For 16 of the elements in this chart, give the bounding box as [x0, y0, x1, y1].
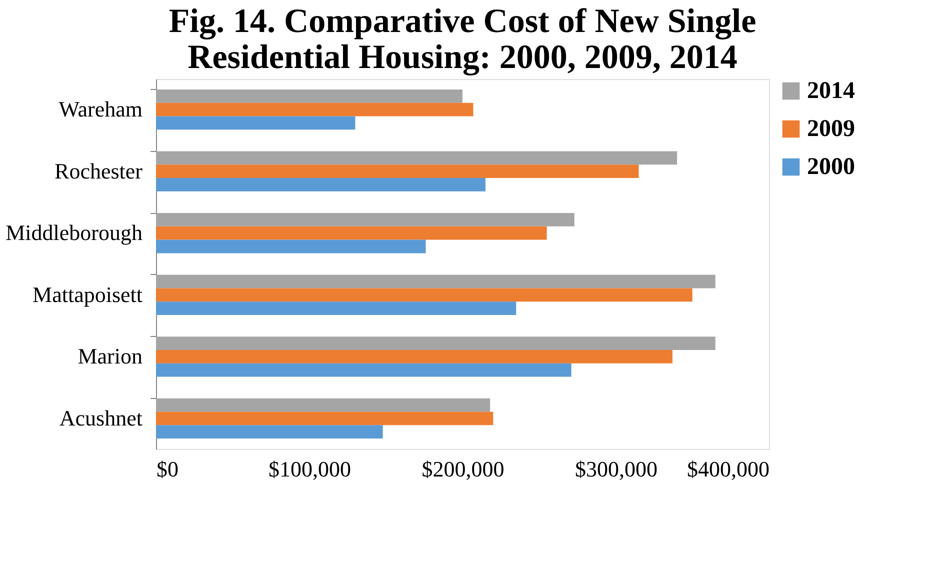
y-tick-label: Wareham	[58, 96, 142, 122]
legend-label: 2009	[807, 116, 855, 142]
y-tick-label: Rochester	[54, 158, 144, 184]
x-tick-label: $200,000	[422, 456, 504, 482]
y-tick-label: Middleborough	[6, 220, 142, 246]
x-tick-label: $300,000	[575, 456, 658, 482]
y-tick-label: Acushnet	[59, 405, 142, 430]
text: Residential Housing: 2000, 2009, 2014	[188, 39, 738, 76]
x-tick-label: $100,000	[268, 456, 351, 482]
y-tick-label: Marion	[78, 344, 142, 369]
legend-label: 2014	[807, 78, 855, 104]
y-tick-label: Mattapoisett	[32, 282, 142, 307]
text: Fig. 14. Comparative Cost of New Single	[168, 3, 756, 40]
x-tick-label: $400,000	[687, 456, 770, 482]
legend-label: 2000	[807, 154, 855, 180]
x-tick-label: $0	[156, 456, 178, 482]
